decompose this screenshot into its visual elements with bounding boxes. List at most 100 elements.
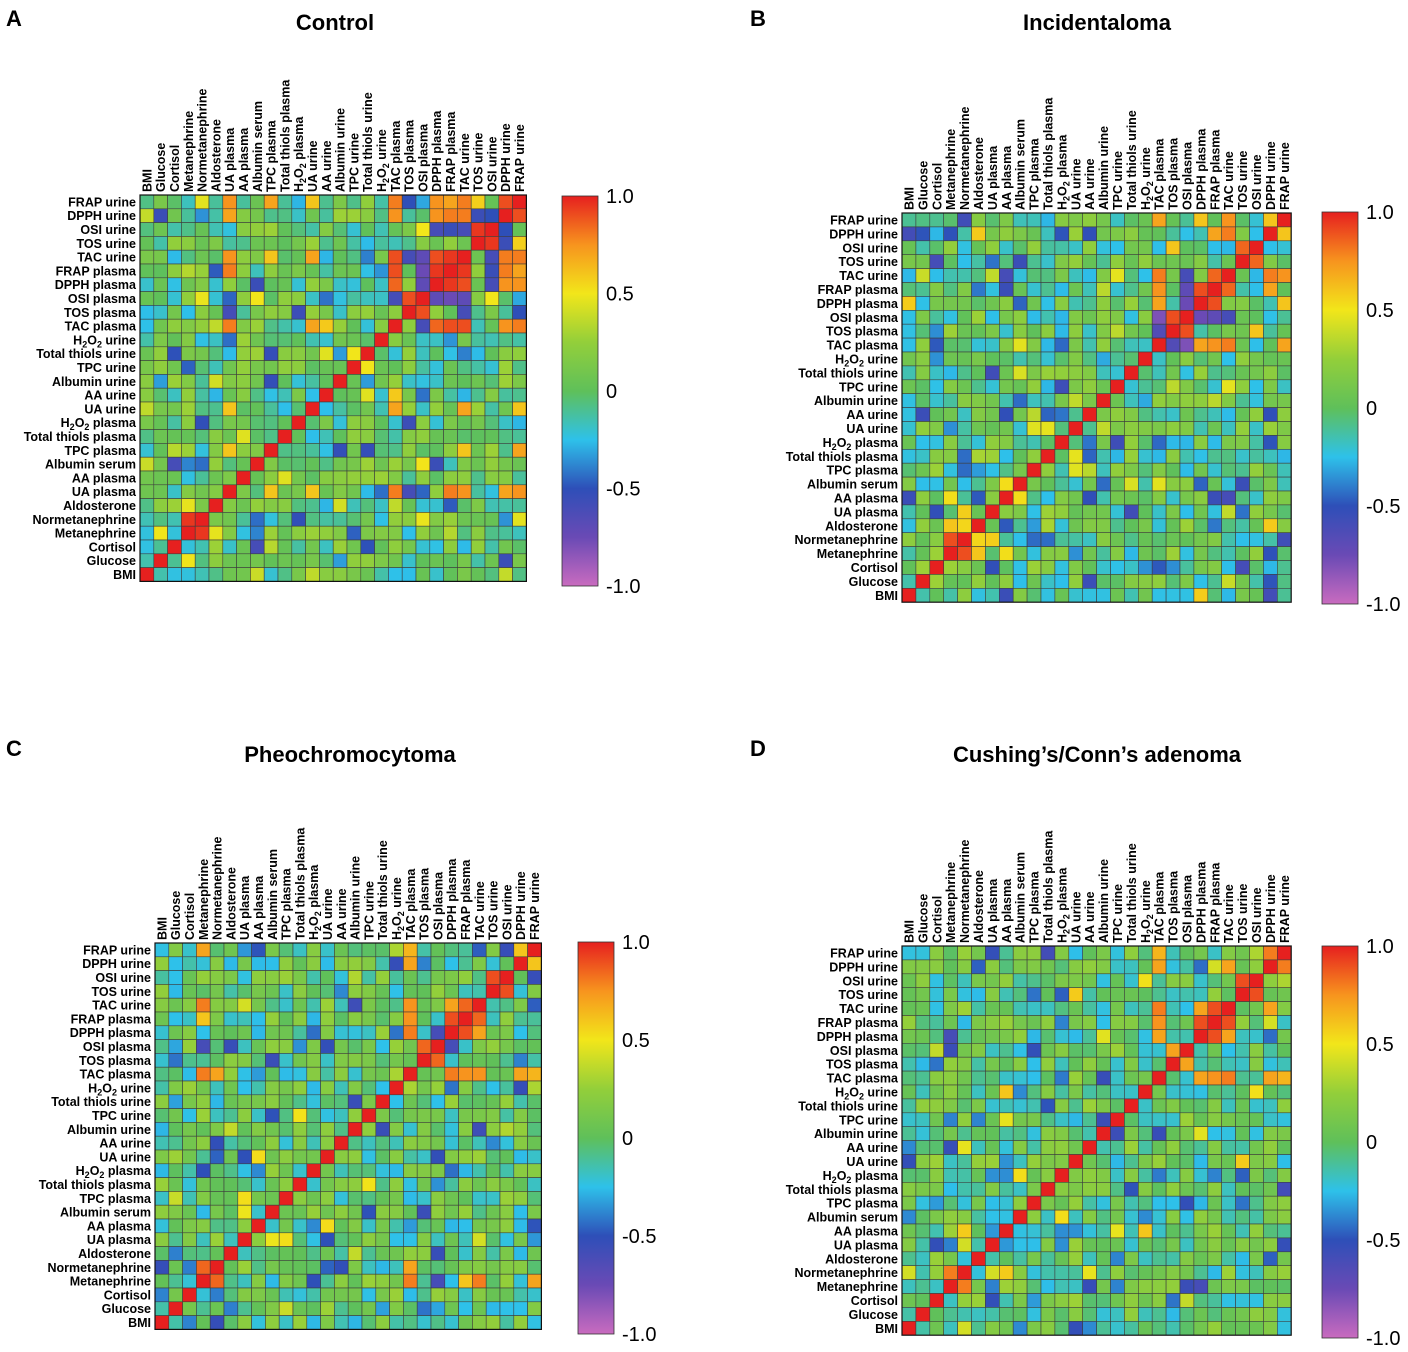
- heatmap-cell: [250, 277, 265, 292]
- heatmap-cell: [943, 546, 958, 561]
- heatmap-cell: [957, 240, 972, 256]
- heatmap-cell: [361, 1135, 377, 1151]
- heatmap-cell: [513, 1177, 528, 1192]
- heatmap-cell: [320, 942, 335, 958]
- column-label: FRAP plasma: [459, 859, 473, 940]
- heatmap-cell: [943, 1070, 958, 1086]
- heatmap-cell: [1277, 1084, 1292, 1100]
- heatmap-cell: [209, 1080, 225, 1096]
- heatmap-cell: [223, 984, 239, 999]
- heatmap-cell: [915, 309, 931, 325]
- heatmap-cell: [1221, 282, 1236, 297]
- column-label: Albumin urine: [1097, 126, 1111, 210]
- heatmap-cell: [1026, 560, 1042, 575]
- heatmap-cell: [1249, 574, 1264, 589]
- colorbar-tick-label: 0.5: [1366, 1034, 1394, 1056]
- heatmap-cell: [1235, 1112, 1250, 1128]
- panel-letter: D: [750, 736, 766, 761]
- heatmap-cell: [305, 236, 320, 251]
- heatmap-cell: [484, 553, 500, 568]
- heatmap-cell: [236, 236, 251, 251]
- heatmap-cell: [415, 539, 431, 555]
- heatmap-cell: [168, 1204, 183, 1220]
- heatmap-cell: [1054, 254, 1070, 269]
- heatmap-cell: [374, 305, 389, 320]
- heatmap-cell: [1026, 365, 1042, 381]
- heatmap-cell: [374, 222, 389, 237]
- heatmap-cell: [1193, 574, 1209, 589]
- heatmap-cell: [443, 374, 458, 389]
- heatmap-cell: [998, 1279, 1014, 1294]
- heatmap-cell: [1096, 1084, 1111, 1100]
- heatmap-cell: [985, 1056, 1000, 1072]
- heatmap-cell: [1263, 393, 1278, 408]
- heatmap-cell: [1054, 282, 1070, 297]
- heatmap-cell: [1096, 226, 1111, 242]
- row-label: TPC plasma: [826, 464, 899, 478]
- heatmap-cell: [1263, 532, 1278, 547]
- heatmap-cell: [1235, 1195, 1250, 1211]
- heatmap-cell: [1012, 1043, 1028, 1058]
- column-label: FRAP urine: [1278, 142, 1292, 210]
- heatmap-cell: [470, 194, 486, 210]
- heatmap-cell: [943, 1307, 958, 1322]
- heatmap-cell: [153, 222, 168, 237]
- heatmap-cell: [458, 1011, 473, 1027]
- heatmap-cell: [208, 415, 224, 430]
- heatmap-cell: [319, 249, 334, 265]
- heatmap-cell: [929, 421, 944, 436]
- row-label: TOS plasma: [79, 1054, 152, 1068]
- heatmap-cell: [236, 332, 251, 348]
- heatmap-cell: [182, 1315, 197, 1330]
- heatmap-cell: [401, 222, 417, 237]
- heatmap-cell: [251, 997, 266, 1013]
- heatmap-cell: [305, 567, 320, 582]
- heatmap-cell: [360, 374, 375, 389]
- heatmap-cell: [499, 1204, 515, 1220]
- heatmap-cell: [154, 1260, 170, 1275]
- heatmap-cell: [1235, 532, 1250, 547]
- heatmap-cell: [957, 546, 972, 561]
- heatmap-cell: [1124, 309, 1139, 325]
- heatmap-cell: [278, 997, 294, 1013]
- heatmap-cell: [168, 942, 183, 958]
- heatmap-cell: [1249, 945, 1264, 961]
- heatmap-cell: [278, 1191, 294, 1206]
- heatmap-cell: [154, 970, 170, 985]
- heatmap-cell: [1040, 1043, 1056, 1058]
- heatmap-cell: [334, 1287, 349, 1303]
- heatmap-cell: [1277, 1251, 1292, 1267]
- heatmap-cell: [237, 1025, 252, 1040]
- heatmap-cell: [472, 956, 487, 971]
- heatmap-cell: [957, 1182, 972, 1197]
- column-label: Albumin serum: [1014, 852, 1028, 943]
- heatmap-cell: [943, 1043, 958, 1058]
- heatmap-cell: [1221, 407, 1236, 422]
- heatmap-cell: [182, 1232, 197, 1247]
- heatmap-cell: [416, 1025, 432, 1040]
- heatmap-cell: [1012, 1126, 1028, 1141]
- heatmap-cell: [1263, 1182, 1278, 1197]
- heatmap-cell: [1068, 1307, 1084, 1322]
- column-label: FRAP urine: [513, 124, 527, 192]
- heatmap-cell: [1165, 1126, 1181, 1141]
- heatmap-cell: [1124, 987, 1139, 1002]
- heatmap-cell: [1026, 351, 1042, 367]
- heatmap-cell: [167, 387, 182, 403]
- heatmap-cell: [1124, 959, 1139, 975]
- heatmap-cell: [1096, 518, 1111, 533]
- heatmap-cell: [388, 401, 403, 417]
- heatmap-cell: [223, 1094, 239, 1109]
- heatmap-cell: [251, 970, 266, 985]
- heatmap-cell: [194, 305, 210, 320]
- heatmap-cell: [1263, 448, 1278, 464]
- heatmap-cell: [416, 956, 432, 971]
- heatmap-cell: [209, 1135, 225, 1151]
- column-label: Aldosterone: [209, 119, 223, 192]
- heatmap-cell: [389, 1163, 404, 1178]
- colorbar-tick-label: 0.5: [606, 284, 634, 306]
- row-label: TPC plasma: [79, 1192, 152, 1206]
- heatmap-cell: [998, 1140, 1014, 1155]
- heatmap-cell: [1040, 407, 1056, 422]
- heatmap-cell: [251, 1218, 266, 1234]
